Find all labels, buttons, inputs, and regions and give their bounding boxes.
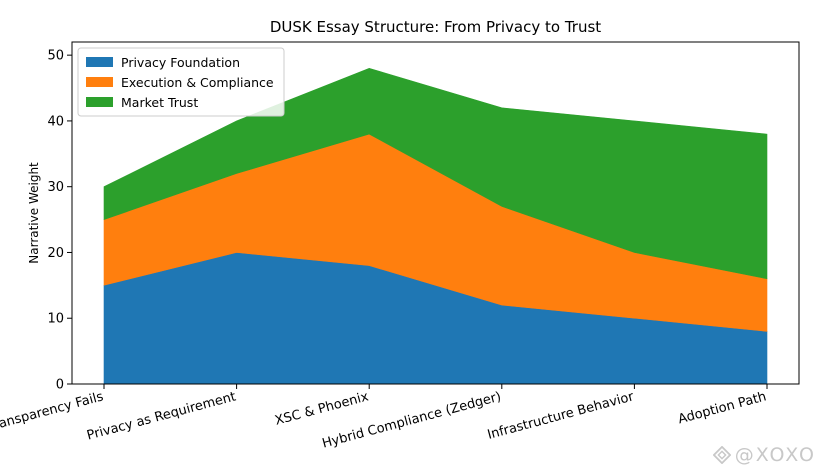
y-tick-label-4: 40 <box>47 114 64 129</box>
legend-swatch-2 <box>86 97 113 107</box>
legend-box <box>77 47 285 117</box>
y-tick-label-0: 0 <box>56 378 64 393</box>
area-series-2 <box>103 67 768 280</box>
x-tick-label-4: Infrastructure Behavior <box>486 389 636 443</box>
y-tick-label-1: 10 <box>47 312 64 327</box>
x-tick-label-2: XSC & Phoenix <box>273 389 370 428</box>
legend: Privacy Foundation Execution & Compliance… <box>77 47 285 117</box>
y-tick-label-5: 50 <box>47 49 64 64</box>
legend-label-2: Market Trust <box>121 95 198 110</box>
y-axis-label: Narrative Weight <box>27 162 41 264</box>
plot-frame <box>71 41 800 385</box>
legend-swatch-0 <box>86 57 113 67</box>
legend-label-0: Privacy Foundation <box>121 55 240 70</box>
legend-swatch-1 <box>86 77 113 87</box>
chart-title: DUSK Essay Structure: From Privacy to Tr… <box>270 18 601 36</box>
y-axis: 0 10 20 30 40 50 <box>47 49 72 393</box>
watermark-text: @XOXO <box>734 444 816 466</box>
x-tick-label-5: Adoption Path <box>677 389 769 427</box>
area-layers <box>103 67 768 385</box>
y-tick-label-2: 20 <box>47 246 64 261</box>
diamond-logo-icon <box>712 446 731 464</box>
y-tick-label-3: 30 <box>47 180 64 195</box>
legend-label-1: Execution & Compliance <box>121 75 274 90</box>
watermark: @XOXO <box>712 444 816 466</box>
x-tick-label-1: Privacy as Requirement <box>85 389 237 443</box>
